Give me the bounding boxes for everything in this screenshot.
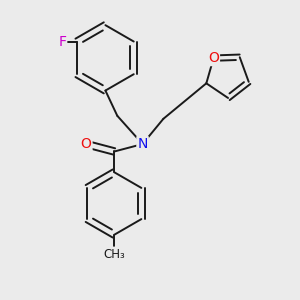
Text: F: F: [58, 34, 66, 49]
Text: O: O: [208, 51, 219, 65]
Text: O: O: [81, 137, 92, 151]
Text: CH₃: CH₃: [103, 248, 125, 260]
Text: N: N: [137, 137, 148, 151]
